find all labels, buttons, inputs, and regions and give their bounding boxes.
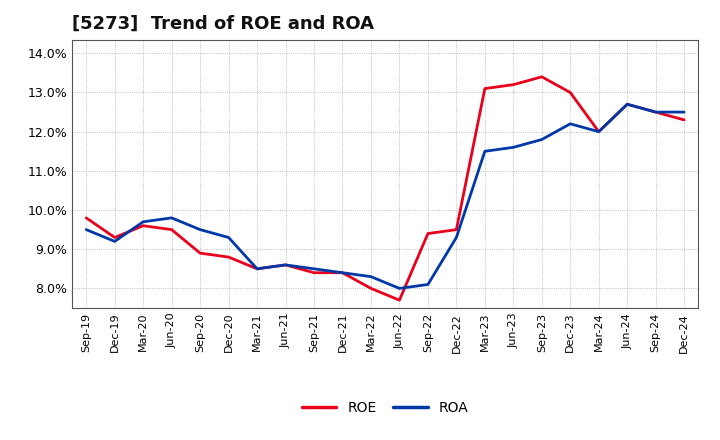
ROE (480, 86, 489, 91)
ROA (282, 262, 290, 268)
ROA (480, 149, 489, 154)
ROE (82, 215, 91, 220)
ROA (566, 121, 575, 126)
ROE (423, 231, 432, 236)
ROE (167, 227, 176, 232)
ROA (82, 227, 91, 232)
ROE (196, 250, 204, 256)
ROE (566, 90, 575, 95)
ROA (537, 137, 546, 142)
ROE (366, 286, 375, 291)
ROA (509, 145, 518, 150)
ROE (595, 129, 603, 134)
ROE (338, 270, 347, 275)
ROE (225, 254, 233, 260)
ROA (338, 270, 347, 275)
ROE (282, 262, 290, 268)
Line: ROA: ROA (86, 104, 684, 288)
ROE (253, 266, 261, 271)
ROA (366, 274, 375, 279)
ROA (310, 266, 318, 271)
ROE (110, 235, 119, 240)
ROE (623, 102, 631, 107)
ROE (395, 297, 404, 303)
ROE (652, 110, 660, 115)
ROA (395, 286, 404, 291)
ROE (139, 223, 148, 228)
ROE (537, 74, 546, 80)
ROA (680, 110, 688, 115)
ROE (680, 117, 688, 123)
ROA (196, 227, 204, 232)
Legend: ROE, ROA: ROE, ROA (302, 401, 469, 415)
ROA (225, 235, 233, 240)
ROA (623, 102, 631, 107)
ROA (452, 235, 461, 240)
ROE (509, 82, 518, 87)
ROA (423, 282, 432, 287)
Text: [5273]  Trend of ROE and ROA: [5273] Trend of ROE and ROA (72, 15, 374, 33)
ROE (310, 270, 318, 275)
ROE (452, 227, 461, 232)
ROA (139, 219, 148, 224)
ROA (110, 239, 119, 244)
ROA (167, 215, 176, 220)
Line: ROE: ROE (86, 77, 684, 300)
ROA (253, 266, 261, 271)
ROA (652, 110, 660, 115)
ROA (595, 129, 603, 134)
